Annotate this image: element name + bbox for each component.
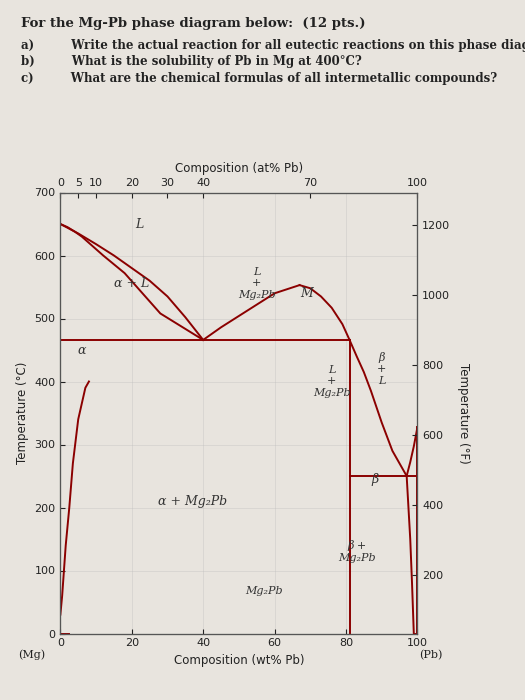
Text: α: α [78, 344, 86, 356]
Text: β
+
L: β + L [377, 352, 386, 386]
Text: (Pb): (Pb) [419, 650, 442, 660]
Text: M: M [300, 287, 313, 300]
Text: Mg₂Pb: Mg₂Pb [245, 586, 282, 596]
Text: c)         What are the chemical formulas of all intermetallic compounds?: c) What are the chemical formulas of all… [21, 72, 497, 85]
Text: b)         What is the solubility of Pb in Mg at 400°C?: b) What is the solubility of Pb in Mg at… [21, 55, 362, 69]
Text: α + L: α + L [114, 276, 150, 290]
Y-axis label: Temperature (°F): Temperature (°F) [457, 363, 470, 463]
Text: L
+
Mg₂Pb: L + Mg₂Pb [313, 365, 351, 398]
Text: β +
Mg₂Pb: β + Mg₂Pb [338, 540, 375, 563]
Text: L: L [135, 218, 143, 230]
Text: (Mg): (Mg) [18, 650, 45, 660]
Text: a)         Write the actual reaction for all eutectic reactions on this phase di: a) Write the actual reaction for all eut… [21, 38, 525, 52]
Text: α + Mg₂Pb: α + Mg₂Pb [158, 495, 227, 508]
Text: β: β [371, 473, 378, 486]
Y-axis label: Temperature (°C): Temperature (°C) [16, 362, 29, 464]
X-axis label: Composition (wt% Pb): Composition (wt% Pb) [174, 654, 304, 667]
Text: For the Mg-Pb phase diagram below:  (12 pts.): For the Mg-Pb phase diagram below: (12 p… [21, 18, 365, 31]
X-axis label: Composition (at% Pb): Composition (at% Pb) [175, 162, 303, 175]
Text: L
+
Mg₂Pb: L + Mg₂Pb [238, 267, 276, 300]
